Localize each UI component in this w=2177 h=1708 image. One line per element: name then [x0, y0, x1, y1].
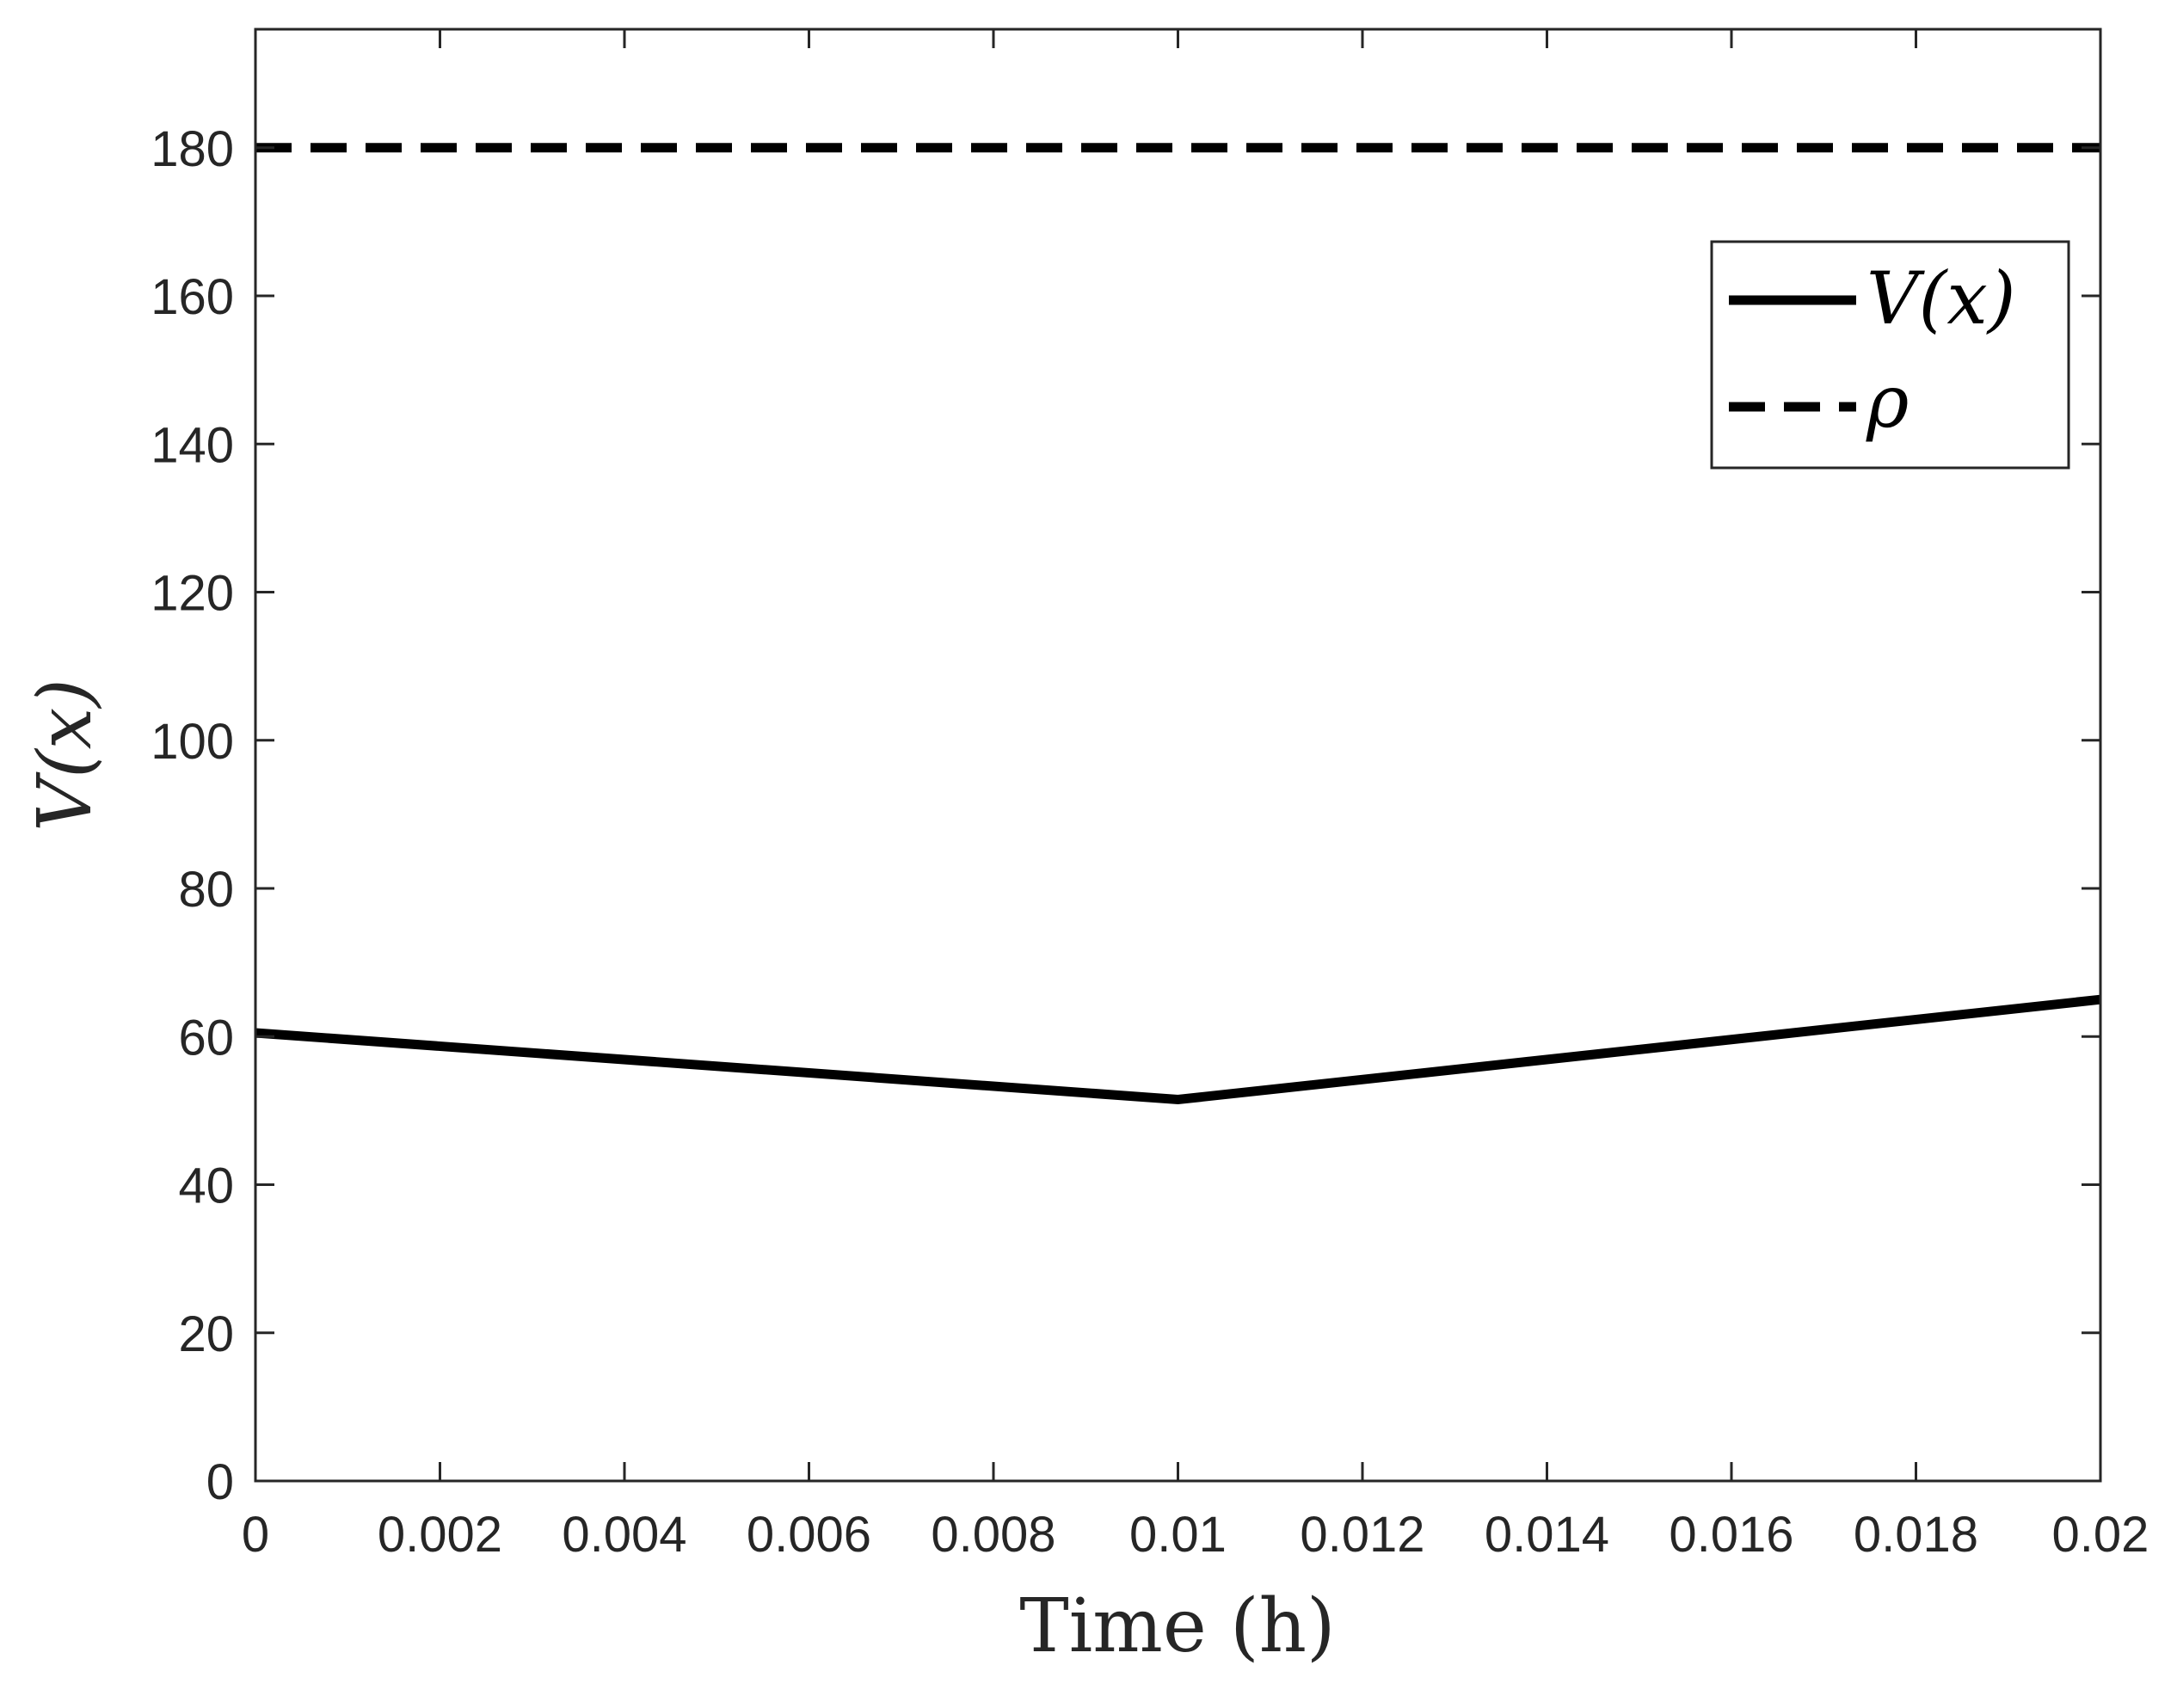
y-tick-label: 120 [151, 566, 234, 622]
x-tick-label: 0.002 [378, 1507, 502, 1563]
x-tick-label: 0.008 [931, 1507, 1055, 1563]
legend: V(x) ρ [1710, 240, 2070, 470]
x-tick-label: 0 [242, 1507, 269, 1563]
x-tick-label: 0.01 [1129, 1507, 1227, 1563]
legend-label-vx: V(x) [1866, 256, 2016, 341]
legend-label-rho: ρ [1866, 359, 1909, 444]
y-tick-label: 60 [178, 1010, 234, 1066]
y-tick-label: 160 [151, 269, 234, 325]
y-tick-label: 100 [151, 714, 234, 770]
y-tick-label: 80 [178, 862, 234, 918]
y-tick-label: 180 [151, 121, 234, 177]
x-axis-title: Time (h) [1019, 1583, 1335, 1669]
legend-box [1710, 240, 2070, 470]
x-tick-label: 0.004 [562, 1507, 686, 1563]
y-tick-label: 40 [178, 1158, 234, 1214]
x-tick-label: 0.006 [747, 1507, 871, 1563]
series-layer [255, 143, 2101, 1105]
x-tick-label: 0.016 [1669, 1507, 1793, 1563]
y-tick-label: 140 [151, 417, 234, 473]
y-tick-label: 0 [206, 1454, 234, 1510]
x-tick-label: 0.02 [2052, 1507, 2149, 1563]
tick-label-layer: 0 0.002 0.004 0.006 0.008 0.01 0.012 0.014 0.016… [151, 121, 2149, 1563]
tick-layer [254, 29, 2102, 1483]
series-line-vx [255, 994, 2101, 1105]
y-tick-label: 20 [178, 1306, 234, 1362]
x-tick-label: 0.014 [1485, 1507, 1609, 1563]
x-tick-label: 0.018 [1854, 1507, 1978, 1563]
y-axis-title: V(x) [22, 679, 108, 832]
x-tick-label: 0.012 [1300, 1507, 1424, 1563]
